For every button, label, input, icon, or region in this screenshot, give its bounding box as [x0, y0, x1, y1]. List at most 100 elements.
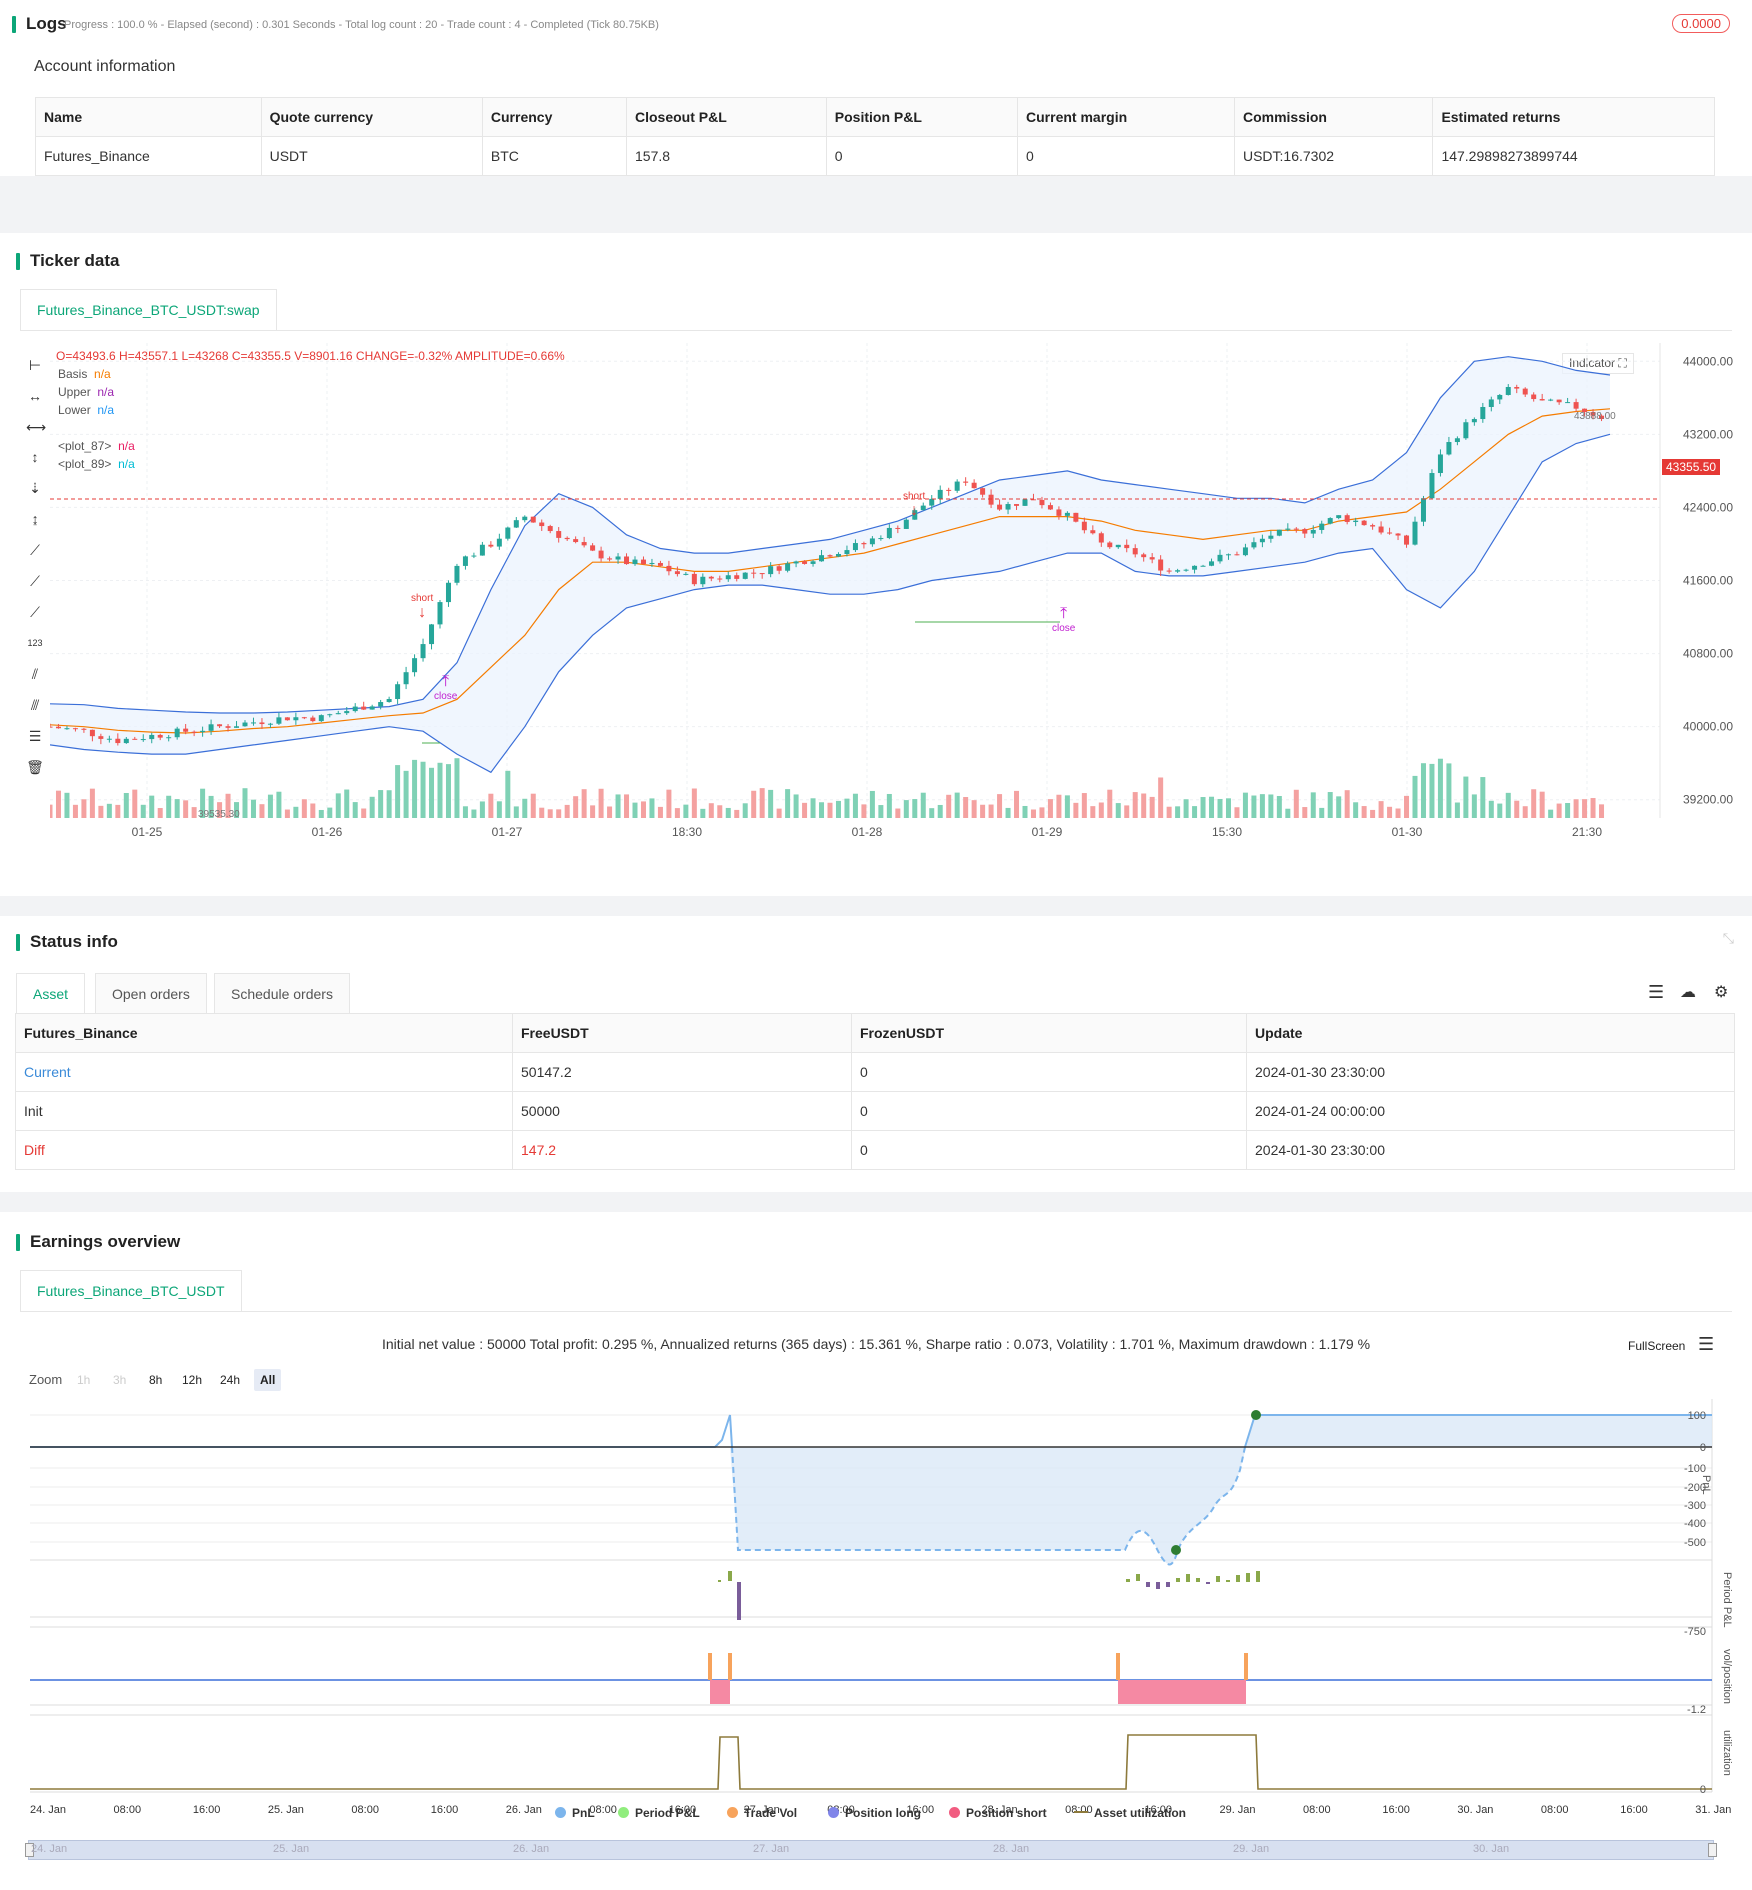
collapse-icon[interactable]: ⤡: [1722, 930, 1734, 946]
volume-bar: [844, 798, 850, 818]
navigator[interactable]: 24. Jan 25. Jan 26. Jan 27. Jan 28. Jan …: [25, 1840, 1717, 1860]
time-tick-label: 08:00: [1065, 1804, 1093, 1816]
volume-bar: [1310, 792, 1316, 818]
volume-bar: [632, 802, 638, 818]
volume-bar: [496, 801, 502, 818]
candle-body: [827, 555, 833, 557]
vertical-segment-tool-icon[interactable]: ↨: [31, 511, 39, 527]
table-cell: 50000: [512, 1091, 852, 1131]
legend-asset-utilization[interactable]: Asset utilization: [1074, 1806, 1186, 1820]
time-tick-label: 16:00: [669, 1804, 697, 1816]
candle-body: [1302, 529, 1308, 534]
tab-schedule-orders[interactable]: Schedule orders: [214, 973, 350, 1014]
horizontal-lines-tool-icon[interactable]: ☰: [28, 728, 42, 744]
candle-body: [1344, 515, 1350, 522]
asset-col-update: Update: [1246, 1013, 1735, 1053]
util-tick-label: 0: [1700, 1784, 1706, 1796]
zoom-12h-button[interactable]: 12h: [182, 1373, 203, 1387]
parallel-channel-tool-icon[interactable]: ⫽: [31, 666, 39, 682]
price-label-tool-icon[interactable]: 123: [27, 638, 43, 648]
volume-bar: [200, 788, 206, 818]
tab-open-orders[interactable]: Open orders: [95, 973, 207, 1014]
vertical-line-tool-icon[interactable]: ↕: [31, 449, 39, 465]
fib-tool-icon[interactable]: ⫻: [30, 697, 40, 713]
volume-bar: [700, 808, 706, 818]
logs-title: Logs: [12, 14, 67, 33]
volume-bar: [1556, 803, 1562, 818]
legend-pnl[interactable]: PnL: [555, 1806, 595, 1820]
candle-body: [1175, 570, 1181, 572]
candle-body: [378, 702, 384, 707]
candlestick-chart[interactable]: 44000.00 43200.00 42400.00 41600.00 40800.00…: [50, 343, 1750, 853]
candle-body: [666, 565, 672, 572]
volume-bar: [225, 793, 231, 818]
horizontal-line-tool-icon[interactable]: ⊢: [28, 357, 42, 373]
zoom-3h-button[interactable]: 3h: [113, 1373, 127, 1387]
pnl-tick-label: -200: [1684, 1482, 1706, 1494]
volume-bar: [1005, 807, 1011, 818]
pnl-tick-label: -100: [1684, 1463, 1706, 1475]
ray-tool-icon[interactable]: ⟋: [30, 573, 40, 589]
candle-body: [649, 562, 655, 565]
candle-body: [539, 522, 545, 527]
volume-bar: [759, 788, 765, 818]
account-col-closeout: Closeout P&L: [626, 97, 827, 137]
volume-bar: [674, 808, 680, 818]
volume-bar: [980, 804, 986, 818]
volume-bar: [1217, 798, 1223, 818]
volume-bar: [903, 800, 909, 818]
volume-bar: [920, 792, 926, 818]
fullscreen-button[interactable]: FullScreen: [1628, 1339, 1686, 1353]
volume-bar: [1014, 790, 1020, 818]
segment-tool-icon[interactable]: ⟋: [30, 604, 40, 620]
earnings-chart[interactable]: 100 0 -100 -200 -300 -400 -500 -750 -1.2 0 24. Ja…: [0, 1395, 1752, 1865]
trend-line-tool-icon[interactable]: ⟋: [30, 542, 40, 558]
candle-body: [1149, 557, 1155, 560]
legend-period-pnl[interactable]: Period P&L: [618, 1806, 700, 1820]
zoom-all-button[interactable]: All: [254, 1369, 282, 1391]
legend-trade-vol[interactable]: Trade Vol: [727, 1806, 797, 1820]
candle-body: [242, 722, 248, 727]
time-tick-label: 16:00: [431, 1804, 459, 1816]
zoom-24h-button[interactable]: 24h: [220, 1373, 241, 1387]
legend-upper: Upper n/a: [58, 385, 114, 399]
legend-plot87-value: n/a: [118, 439, 135, 453]
trade-vol-bars: [708, 1653, 1248, 1680]
volume-bar: [513, 806, 519, 818]
cloud-download-icon[interactable]: ☁: [1680, 984, 1696, 1001]
volume-bar: [310, 803, 316, 818]
legend-position-short[interactable]: Position short: [949, 1806, 1047, 1820]
tab-asset[interactable]: Asset: [16, 973, 86, 1014]
earnings-summary: Initial net value : 50000 Total profit: …: [381, 1336, 1371, 1352]
candle-body: [98, 736, 104, 739]
candle-body: [835, 553, 841, 557]
gear-icon[interactable]: ⚙: [1714, 984, 1729, 1001]
zoom-1h-button[interactable]: 1h: [77, 1373, 91, 1387]
earnings-tab[interactable]: Futures_Binance_BTC_USDT: [20, 1270, 242, 1311]
candle-body: [1446, 442, 1452, 455]
navigator-handle-left[interactable]: [25, 1843, 34, 1857]
candle-body: [1412, 521, 1418, 545]
horizontal-ray-tool-icon[interactable]: ↔: [28, 388, 42, 404]
close-marker-1: ⤒ close: [434, 673, 457, 702]
trash-icon[interactable]: 🗑: [26, 759, 44, 775]
volume-bar: [1353, 802, 1359, 818]
candle-body: [191, 731, 197, 733]
navigator-handle-right[interactable]: [1708, 1843, 1717, 1857]
position-short-block-1: [710, 1680, 730, 1704]
candle-body: [115, 738, 121, 744]
vertical-ray-tool-icon[interactable]: ⇣: [29, 480, 41, 496]
candle-body: [1192, 565, 1198, 570]
candle-body: [1251, 542, 1257, 548]
volume-bar: [72, 804, 78, 818]
ticker-tab[interactable]: Futures_Binance_BTC_USDT:swap: [20, 289, 277, 330]
row-label-init: Init: [15, 1091, 513, 1131]
extended-line-tool-icon[interactable]: ⟷: [26, 419, 47, 435]
candle-body: [72, 728, 78, 730]
zoom-8h-button[interactable]: 8h: [149, 1373, 163, 1387]
indicator-button[interactable]: Indicator ⛶: [1562, 353, 1634, 374]
legend-position-long[interactable]: Position long: [828, 1806, 921, 1820]
chart-menu-icon[interactable]: ☰: [1698, 1334, 1715, 1354]
low-price-label: 39535.30: [198, 809, 240, 820]
menu-icon[interactable]: ☰: [1648, 982, 1665, 1002]
